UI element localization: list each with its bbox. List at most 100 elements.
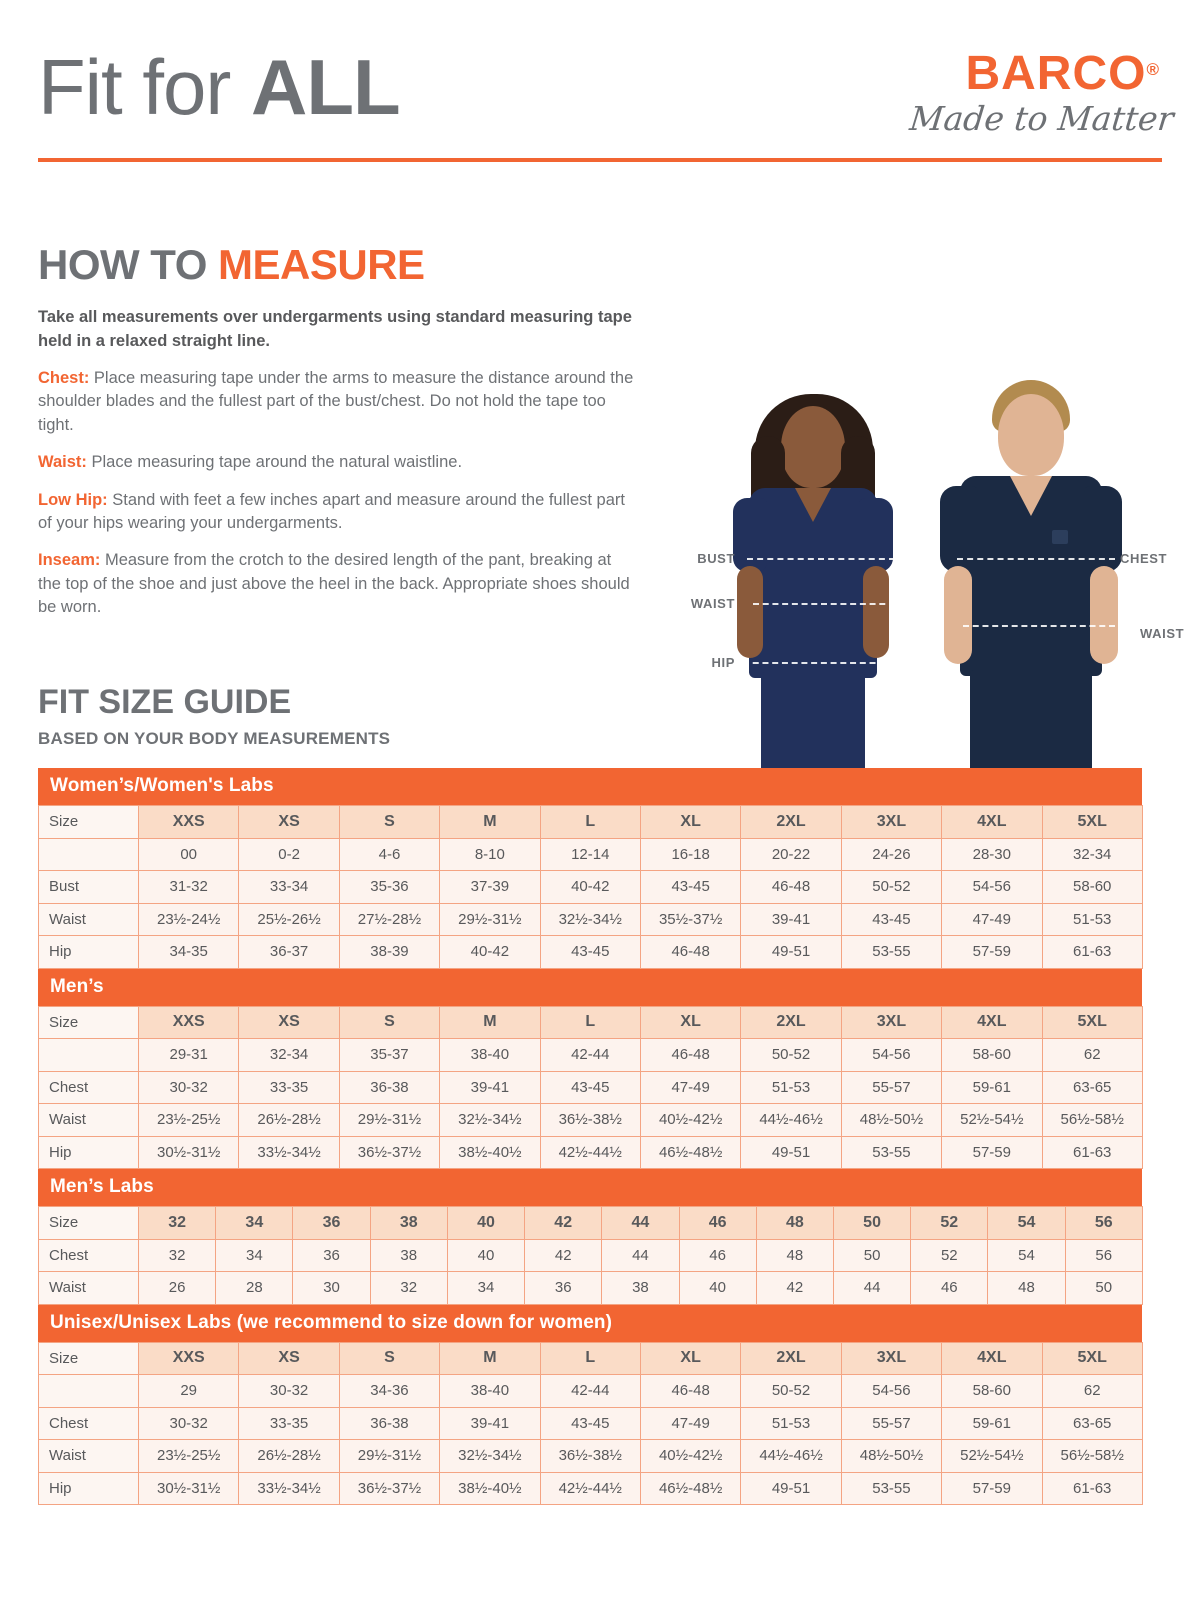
numeric-size-cell: 20-22 [740,837,842,871]
measurement-cell: 43-45 [840,902,943,936]
measurement-cell: 26½-28½ [238,1439,340,1473]
numeric-size-cell: 32-34 [238,1038,340,1072]
size-header-cell: 4XL [941,805,1043,839]
measurement-cell: 44 [601,1238,680,1272]
size-header-cell: 3XL [840,805,943,839]
header-divider [38,158,1162,162]
measurement-cell: 51-53 [740,1406,842,1440]
page-title: Fit for ALL [38,48,401,126]
size-header-cell: XXS [137,1341,240,1375]
measurement-cell: 42½-44½ [539,1135,641,1169]
size-header-cell: 3XL [840,1341,943,1375]
measurement-cell: 29½-31½ [439,902,541,936]
row-label: Size [38,1005,139,1039]
numeric-size-cell: 38-40 [439,1038,541,1072]
measurement-cell: 39-41 [740,902,842,936]
measurement-cell: 40½-42½ [639,1103,742,1137]
measurement-cell: 46-48 [639,935,742,969]
measurement-cell: 29½-31½ [338,1103,441,1137]
size-table-0: Size XXS XS S M L XL 2XL 3XL 4XL 5XL 00 0-2 4-6 8-10 12… [38,805,1143,969]
size-header-cell: 46 [678,1206,757,1240]
table-row: Size 32 34 36 38 40 42 44 46 48 50 52 54 56 [38,1206,1143,1240]
measurement-cell: 55-57 [840,1070,943,1104]
measurement-cell: 46½-48½ [639,1471,742,1505]
size-header-cell: 2XL [740,1005,842,1039]
size-tables: Women’s/Women's Labs Size XXS XS S M L XL 2XL 3XL… [38,768,1143,1505]
numeric-size-cell: 42-44 [539,1038,641,1072]
measurement-cell: 59-61 [941,1070,1043,1104]
female-arm-right [863,566,889,658]
measure-item-low-hip-text: Stand with feet a few inches apart and m… [38,490,625,533]
measurement-cell: 26 [137,1271,217,1305]
table-row: Size XXS XS S M L XL 2XL 3XL 4XL 5XL [38,1341,1143,1375]
measurement-cell: 46½-48½ [639,1135,742,1169]
table-row: 29 30-32 34-36 38-40 42-44 46-48 50-52 54-56 58-… [38,1374,1143,1408]
measurement-cell: 32½-34½ [439,1439,541,1473]
measurement-cell: 34-35 [137,935,240,969]
size-header-cell: 2XL [740,805,842,839]
measurement-cell: 43-45 [539,1070,641,1104]
size-header-cell: 50 [832,1206,912,1240]
numeric-size-cell: 12-14 [539,837,641,871]
table-band-3: Unisex/Unisex Labs (we recommend to size… [38,1304,1142,1342]
measurement-cell: 53-55 [840,1471,943,1505]
measurement-cell: 23½-25½ [137,1439,240,1473]
measurement-cell: 36 [524,1271,603,1305]
measurement-cell: 50-52 [840,870,943,904]
measurement-cell: 25½-26½ [238,902,340,936]
measurement-cell: 36-37 [238,935,340,969]
measurement-cell: 46 [910,1271,989,1305]
row-label: Size [38,1341,139,1375]
table-row: Hip 34-35 36-37 38-39 40-42 43-45 46-48 49-51 53… [38,935,1143,969]
numeric-size-cell: 34-36 [338,1374,441,1408]
measurement-cell: 35½-37½ [639,902,742,936]
measurement-cell: 31-32 [137,870,240,904]
measurement-cell: 40½-42½ [639,1439,742,1473]
measurement-cell: 23½-25½ [137,1103,240,1137]
size-header-cell: XS [238,805,340,839]
table-band-2: Men’s Labs [38,1169,1142,1206]
size-header-cell: 5XL [1041,1005,1143,1039]
numeric-size-cell: 00 [137,837,240,871]
measurement-cell: 40 [678,1271,757,1305]
measurement-cell: 47-49 [639,1070,742,1104]
measurement-cell: 38 [369,1238,448,1272]
measurement-cell: 44½-46½ [740,1439,842,1473]
female-arm-left [737,566,763,658]
male-model [930,380,1145,790]
row-label: Chest [38,1070,139,1104]
label-waist-right: WAIST [1140,626,1185,641]
measurement-cell: 36-38 [338,1406,441,1440]
female-model [715,390,915,790]
measurement-cell: 39-41 [439,1406,541,1440]
measurement-cell: 36½-38½ [539,1103,641,1137]
measurement-cell: 33½-34½ [238,1471,340,1505]
numeric-size-cell: 32-34 [1041,837,1143,871]
measurement-cell: 61-63 [1041,935,1143,969]
measure-item-chest-label: Chest: [38,368,90,387]
row-label: Chest [38,1406,139,1440]
measurement-cell: 36½-37½ [338,1135,441,1169]
size-header-cell: XS [238,1005,340,1039]
numeric-size-cell: 28-30 [941,837,1043,871]
measurement-cell: 36-38 [338,1070,441,1104]
male-arm-right [1090,566,1118,664]
measurement-cell: 48½-50½ [840,1439,943,1473]
measurement-cell: 38½-40½ [439,1471,541,1505]
row-label: Hip [38,1471,139,1505]
measurement-cell: 33-35 [238,1070,340,1104]
measurement-cell: 43-45 [639,870,742,904]
chest-measure-line [957,558,1115,560]
measurement-cell: 53-55 [840,1135,943,1169]
numeric-size-cell: 16-18 [639,837,742,871]
size-header-cell: XS [238,1341,340,1375]
measurement-cell: 42 [755,1271,834,1305]
measurement-cell: 40 [446,1238,526,1272]
row-label [38,1374,139,1408]
measurement-cell: 53-55 [840,935,943,969]
page-title-bold: ALL [251,43,401,131]
measurement-cell: 63-65 [1041,1070,1143,1104]
size-header-cell: 44 [601,1206,680,1240]
measure-item-waist-text: Place measuring tape around the natural … [86,453,463,472]
numeric-size-cell: 30-32 [238,1374,340,1408]
